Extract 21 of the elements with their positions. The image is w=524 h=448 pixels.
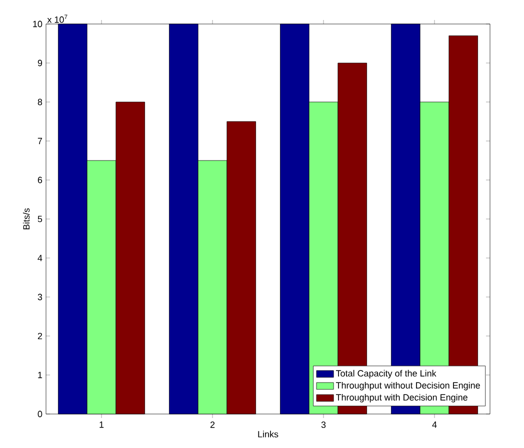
y-tick-label: 6: [38, 176, 42, 184]
y-tick-label: 1: [38, 372, 42, 378]
y-tick-label: 2: [38, 332, 42, 340]
x-tick-label: 1: [100, 422, 104, 428]
x-tick-label: 2: [210, 422, 215, 428]
y-tick-label: 8: [38, 98, 42, 106]
y-tick-label: 9: [38, 60, 42, 66]
legend-label: Throughput without Decision Engine: [336, 382, 480, 390]
text: x 10$^{7}$: [47, 14, 68, 23]
legend-label: Total Capacity of the Link: [336, 370, 436, 378]
y-tick-label: 0: [38, 410, 42, 418]
y-tick-label: 3: [38, 294, 42, 300]
legend-label: Throughput with Decision Engine: [336, 394, 468, 402]
y-tick-label: 5: [38, 216, 42, 222]
y-tick-label: 10: [33, 20, 42, 28]
y-tick-label: 4: [38, 254, 42, 262]
y-tick-label: 7: [38, 138, 42, 144]
y-axis-title: Bits/s: [22, 208, 30, 230]
x-axis-title: Links: [258, 430, 278, 438]
x-tick-label: 3: [321, 422, 326, 428]
x-tick-label: 4: [432, 422, 437, 428]
